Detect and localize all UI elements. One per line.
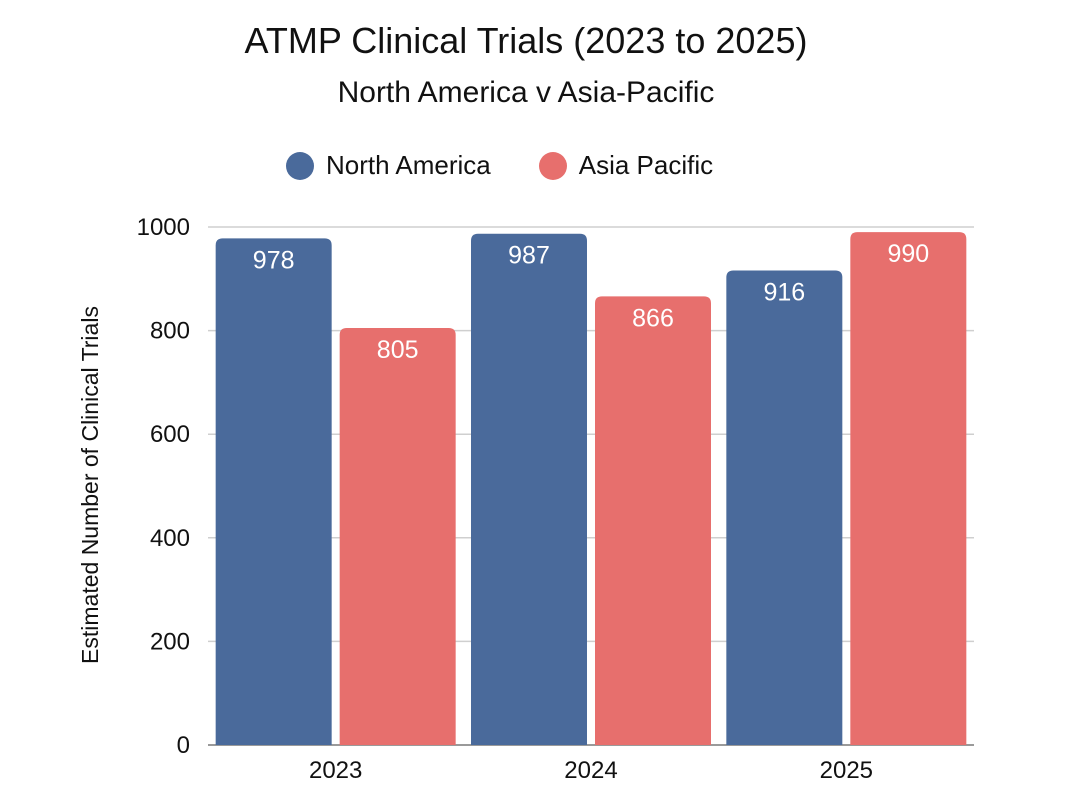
data-label-north-america-2025: 916 [763, 279, 805, 307]
y-axis: 0 200 400 600 800 1000 [137, 214, 190, 759]
legend-label-north-america: North America [326, 150, 491, 180]
legend-label-asia-pacific: Asia Pacific [578, 150, 714, 180]
legend-item-asia-pacific: Asia Pacific [538, 150, 714, 181]
y-tick-label-800: 800 [150, 318, 190, 345]
bar-north-america-2025 [726, 270, 843, 745]
y-axis-title: Estimated Number of Clinical Trials [77, 306, 103, 664]
data-label-north-america-2023: 978 [253, 246, 295, 274]
y-tick-label-400: 400 [150, 525, 190, 552]
legend-swatch-asia-pacific [538, 151, 567, 180]
y-tick-label-200: 200 [150, 628, 190, 655]
data-labels: 978 805 987 866 916 990 [253, 240, 929, 364]
legend-item-north-america: North America [286, 150, 491, 181]
bar-asia-pacific-2024 [595, 296, 711, 745]
y-tick-label-0: 0 [177, 732, 190, 759]
bar-asia-pacific-2023 [339, 328, 456, 745]
bar-north-america-2024 [471, 233, 587, 745]
legend-swatch-north-america [286, 151, 314, 180]
chart-subtitle: North America v Asia-Pacific [337, 76, 715, 109]
data-label-north-america-2024: 987 [508, 242, 550, 270]
data-label-asia-pacific-2023: 805 [377, 336, 419, 364]
x-axis: 2023 2024 2025 [309, 757, 873, 784]
x-tick-label-2025: 2025 [820, 757, 873, 784]
data-label-asia-pacific-2025: 990 [887, 240, 929, 268]
chart-title: ATMP Clinical Trials (2023 to 2025) [244, 20, 808, 61]
x-tick-label-2023: 2023 [309, 757, 362, 784]
bars [215, 232, 967, 745]
x-tick-label-2024: 2024 [564, 757, 617, 784]
legend: North America Asia Pacific [286, 150, 761, 181]
y-tick-label-1000: 1000 [137, 214, 190, 241]
data-label-asia-pacific-2024: 866 [632, 304, 674, 332]
gridlines [208, 226, 974, 746]
y-tick-label-600: 600 [150, 421, 190, 448]
bar-asia-pacific-2025 [850, 232, 967, 745]
bar-north-america-2023 [215, 238, 332, 745]
